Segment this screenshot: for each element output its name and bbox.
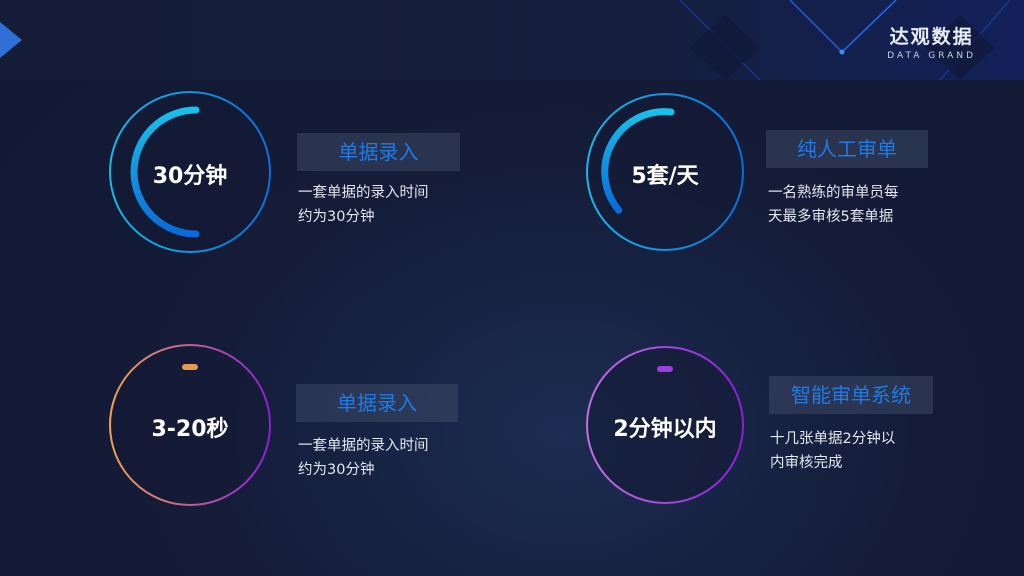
metric-description: 十几张单据2分钟以 内审核完成 <box>770 427 940 475</box>
description-line: 内审核完成 <box>770 455 843 471</box>
description-line: 天最多审核5套单据 <box>768 209 894 225</box>
metric-tag: 智能审单系统 <box>769 376 933 414</box>
description-line: 约为30分钟 <box>298 209 375 225</box>
progress-arc <box>601 108 675 214</box>
brand-logo: 达观数据 DATA GRAND <box>887 22 976 61</box>
description-line: 一名熟练的审单员每 <box>768 185 899 201</box>
progress-ring <box>586 346 744 504</box>
metric-description: 一套单据的录入时间 约为30分钟 <box>298 434 468 482</box>
brand-name-en: DATA GRAND <box>887 51 976 61</box>
description-line: 一套单据的录入时间 <box>298 438 429 454</box>
metric-tag: 单据录入 <box>296 384 458 422</box>
metric-value: 3-20秒 <box>151 417 229 442</box>
progress-arc <box>130 106 200 238</box>
description-line: 一套单据的录入时间 <box>298 185 429 201</box>
metric-description: 一套单据的录入时间 约为30分钟 <box>298 181 468 229</box>
metric-tag: 纯人工审单 <box>766 130 928 168</box>
outer-ring <box>586 93 744 251</box>
description-line: 约为30分钟 <box>298 462 375 478</box>
outer-ring <box>586 346 744 504</box>
progress-ring <box>586 93 744 251</box>
network-lines-decoration <box>679 0 1011 80</box>
description-line: 十几张单据2分钟以 <box>770 431 896 447</box>
progress-ring <box>109 91 271 253</box>
arrow-marker-icon <box>0 22 22 58</box>
metric-value: 2分钟以内 <box>613 417 717 442</box>
header-banner: 达观数据 DATA GRAND <box>0 0 1024 80</box>
metric-description: 一名熟练的审单员每 天最多审核5套单据 <box>768 181 938 229</box>
metric-tag: 单据录入 <box>297 133 460 171</box>
outer-ring <box>109 344 271 506</box>
metric-value: 5套/天 <box>631 164 699 189</box>
metric-value: 30分钟 <box>152 164 228 189</box>
brand-name-cn: 达观数据 <box>889 26 974 48</box>
progress-ring <box>109 344 271 506</box>
